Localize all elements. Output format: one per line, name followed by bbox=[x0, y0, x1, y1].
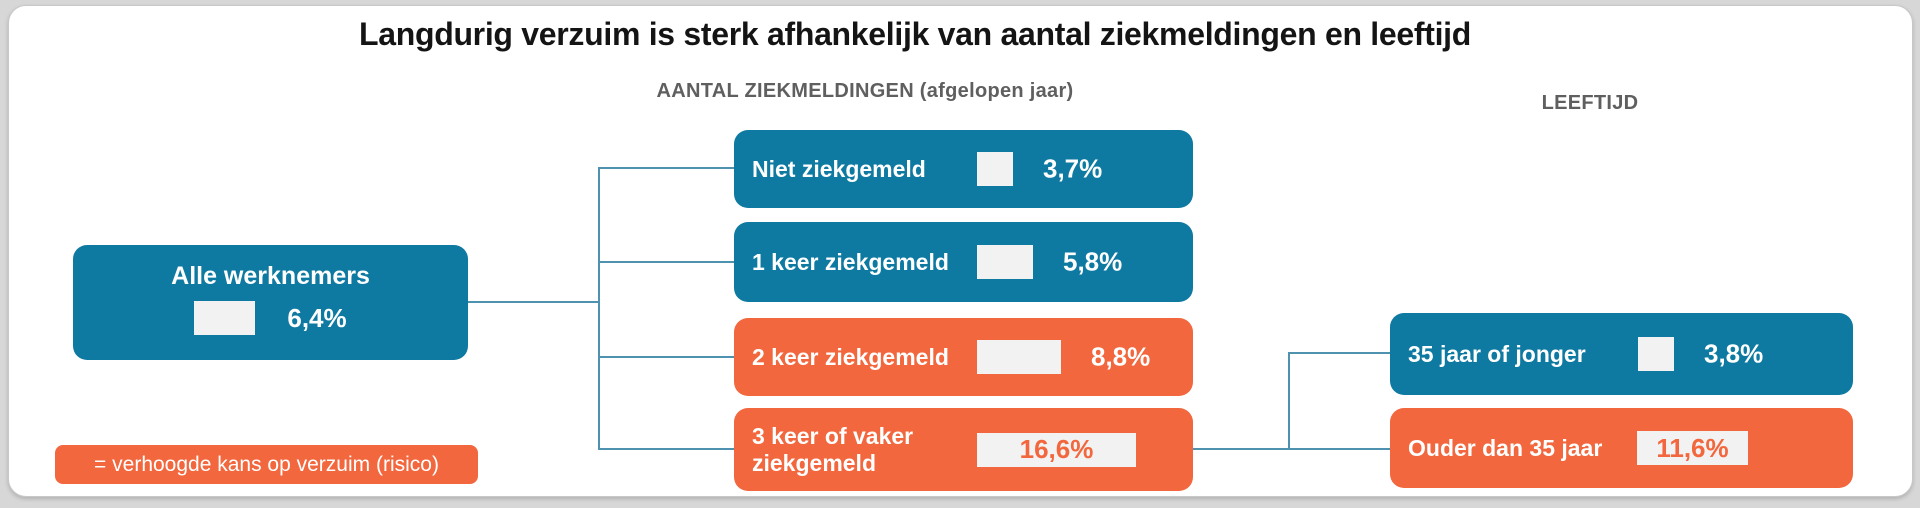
connector-leeftijd-horizontal bbox=[1193, 448, 1390, 450]
node-value: 11,6% bbox=[1656, 432, 1729, 463]
node-label: Alle werknemers bbox=[171, 262, 370, 290]
node-35-jaar-of-jonger: 35 jaar of jonger 3,8% bbox=[1390, 313, 1853, 395]
value-bar: 16,6% bbox=[977, 432, 1136, 467]
node-value: 3,7% bbox=[1043, 153, 1103, 184]
node-label: 1 keer ziekgemeld bbox=[752, 248, 949, 275]
value-bar bbox=[194, 301, 256, 335]
value-bar bbox=[977, 245, 1033, 279]
node-label: Niet ziekgemeld bbox=[752, 155, 926, 182]
connector-stub-3-keer bbox=[598, 448, 734, 450]
connector-stub-2-keer bbox=[598, 356, 734, 358]
node-1-keer-ziekgemeld: 1 keer ziekgemeld 5,8% bbox=[734, 222, 1193, 302]
node-label: 2 keer ziekgemeld bbox=[752, 343, 949, 370]
node-alle-werknemers: Alle werknemers 6,4% bbox=[73, 245, 468, 360]
connector-root-horizontal bbox=[468, 301, 599, 303]
node-value: 6,4% bbox=[287, 302, 347, 333]
legend-risk: = verhoogde kans op verzuim (risico) bbox=[55, 445, 478, 484]
value-bar bbox=[1638, 337, 1674, 371]
column-header-leeftijd: LEEFTIJD bbox=[1541, 92, 1639, 114]
connector-stub-niet-ziekgemeld bbox=[598, 167, 734, 169]
node-niet-ziekgemeld: Niet ziekgemeld 3,7% bbox=[734, 130, 1193, 208]
connector-middle-vertical bbox=[598, 168, 600, 450]
value-bar bbox=[977, 152, 1013, 186]
node-2-keer-ziekgemeld: 2 keer ziekgemeld 8,8% bbox=[734, 318, 1193, 396]
legend-label: = verhoogde kans op verzuim (risico) bbox=[94, 452, 439, 476]
connector-stub-35-jonger bbox=[1288, 352, 1390, 354]
node-value: 5,8% bbox=[1063, 246, 1123, 277]
connector-leeftijd-vertical bbox=[1288, 352, 1290, 450]
node-ouder-dan-35-jaar: Ouder dan 35 jaar 11,6% bbox=[1390, 408, 1853, 488]
node-3-keer-of-vaker-ziekgemeld: 3 keer of vaker ziekgemeld 16,6% bbox=[734, 408, 1193, 491]
page-title: Langdurig verzuim is sterk afhankelijk v… bbox=[358, 16, 1472, 52]
value-bar bbox=[977, 340, 1061, 374]
node-value: 3,8% bbox=[1704, 338, 1764, 369]
node-value: 8,8% bbox=[1091, 341, 1151, 372]
node-label: 3 keer of vaker ziekgemeld bbox=[752, 423, 914, 476]
column-header-ziekmeldingen: AANTAL ZIEKMELDINGEN (afgelopen jaar) bbox=[656, 80, 1074, 102]
connector-stub-1-keer bbox=[598, 261, 734, 263]
value-bar: 11,6% bbox=[1637, 431, 1748, 465]
node-label: 35 jaar of jonger bbox=[1408, 340, 1586, 367]
node-value: 16,6% bbox=[1019, 434, 1094, 464]
node-label: Ouder dan 35 jaar bbox=[1408, 434, 1603, 461]
